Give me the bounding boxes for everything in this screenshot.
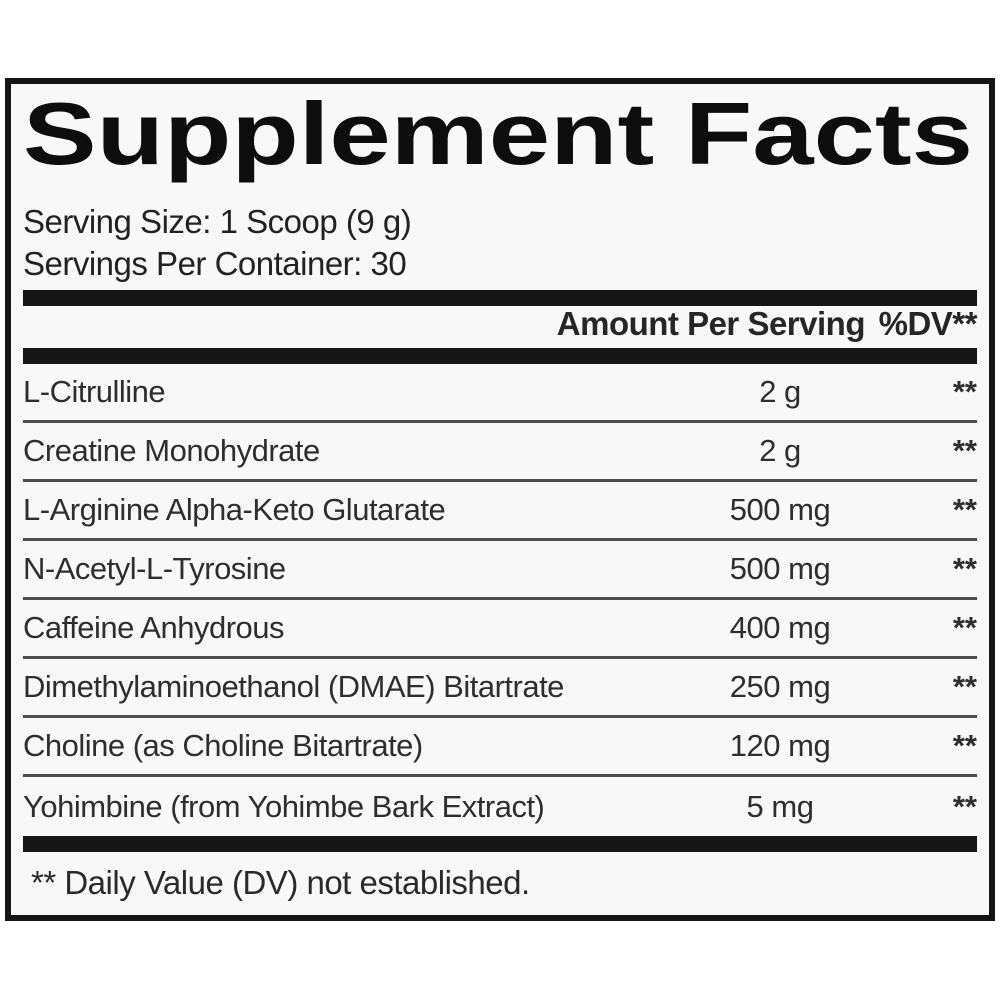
ingredient-name: Dimethylaminoethanol (DMAE) Bitartrate — [23, 669, 564, 704]
ingredient-name: Choline (as Choline Bitartrate) — [23, 728, 423, 763]
ingredient-amount: 5 mg — [746, 788, 814, 824]
serving-info: Serving Size: 1 Scoop (9 g) Servings Per… — [23, 201, 977, 285]
table-row: Yohimbine (from Yohimbe Bark Extract) 5 … — [23, 777, 977, 836]
ingredient-name: Creatine Monohydrate — [23, 433, 320, 468]
thick-divider-header — [23, 348, 977, 364]
thick-divider-bottom — [23, 836, 977, 852]
ingredient-dv: ** — [952, 492, 977, 527]
thick-divider-top — [23, 290, 977, 306]
ingredient-amount: 500 mg — [729, 492, 831, 527]
ingredient-amount: 2 g — [759, 374, 801, 409]
dv-footnote: ** Daily Value (DV) not established. — [31, 864, 530, 901]
table-row: Caffeine Anhydrous 400 mg ** — [23, 600, 977, 659]
page-title: Supplement Facts — [23, 100, 973, 183]
table-row: N-Acetyl-L-Tyrosine 500 mg ** — [23, 541, 977, 600]
table-row: Creatine Monohydrate 2 g ** — [23, 423, 977, 482]
ingredient-dv: ** — [952, 374, 977, 409]
ingredient-dv: ** — [952, 728, 977, 763]
ingredient-name: Yohimbine (from Yohimbe Bark Extract) — [23, 788, 545, 824]
serving-size: Serving Size: 1 Scoop (9 g) — [23, 203, 412, 240]
servings-per-container: Servings Per Container: 30 — [23, 245, 407, 282]
ingredient-amount: 2 g — [759, 433, 801, 468]
panel-title-svg: Supplement Facts — [23, 100, 973, 183]
ingredient-dv: ** — [952, 610, 977, 645]
table-header: Amount Per Serving %DV** — [23, 305, 978, 348]
header-amount-per-serving: Amount Per Serving — [556, 305, 866, 342]
header-dv: %DV** — [878, 305, 978, 342]
table-row: Choline (as Choline Bitartrate) 120 mg *… — [23, 718, 977, 777]
ingredient-name: N-Acetyl-L-Tyrosine — [23, 551, 286, 586]
ingredient-dv: ** — [952, 788, 977, 824]
ingredient-dv: ** — [952, 551, 977, 586]
panel-title-wrap: Supplement Facts — [23, 100, 977, 194]
ingredient-name: Caffeine Anhydrous — [23, 610, 285, 645]
supplement-facts-panel: Supplement Facts Serving Size: 1 Scoop (… — [5, 78, 995, 921]
ingredient-rows: L-Citrulline 2 g ** Creatine Monohydrate… — [23, 364, 977, 836]
ingredient-dv: ** — [952, 669, 977, 704]
ingredient-dv: ** — [952, 433, 977, 468]
ingredient-name: L-Arginine Alpha-Keto Glutarate — [23, 492, 446, 527]
ingredient-amount: 500 mg — [729, 551, 831, 586]
table-row: L-Arginine Alpha-Keto Glutarate 500 mg *… — [23, 482, 977, 541]
ingredient-name: L-Citrulline — [23, 374, 166, 409]
ingredient-amount: 120 mg — [729, 728, 831, 763]
ingredient-amount: 400 mg — [729, 610, 831, 645]
table-row: Dimethylaminoethanol (DMAE) Bitartrate 2… — [23, 659, 977, 718]
table-row: L-Citrulline 2 g ** — [23, 364, 977, 423]
ingredient-amount: 250 mg — [729, 669, 831, 704]
